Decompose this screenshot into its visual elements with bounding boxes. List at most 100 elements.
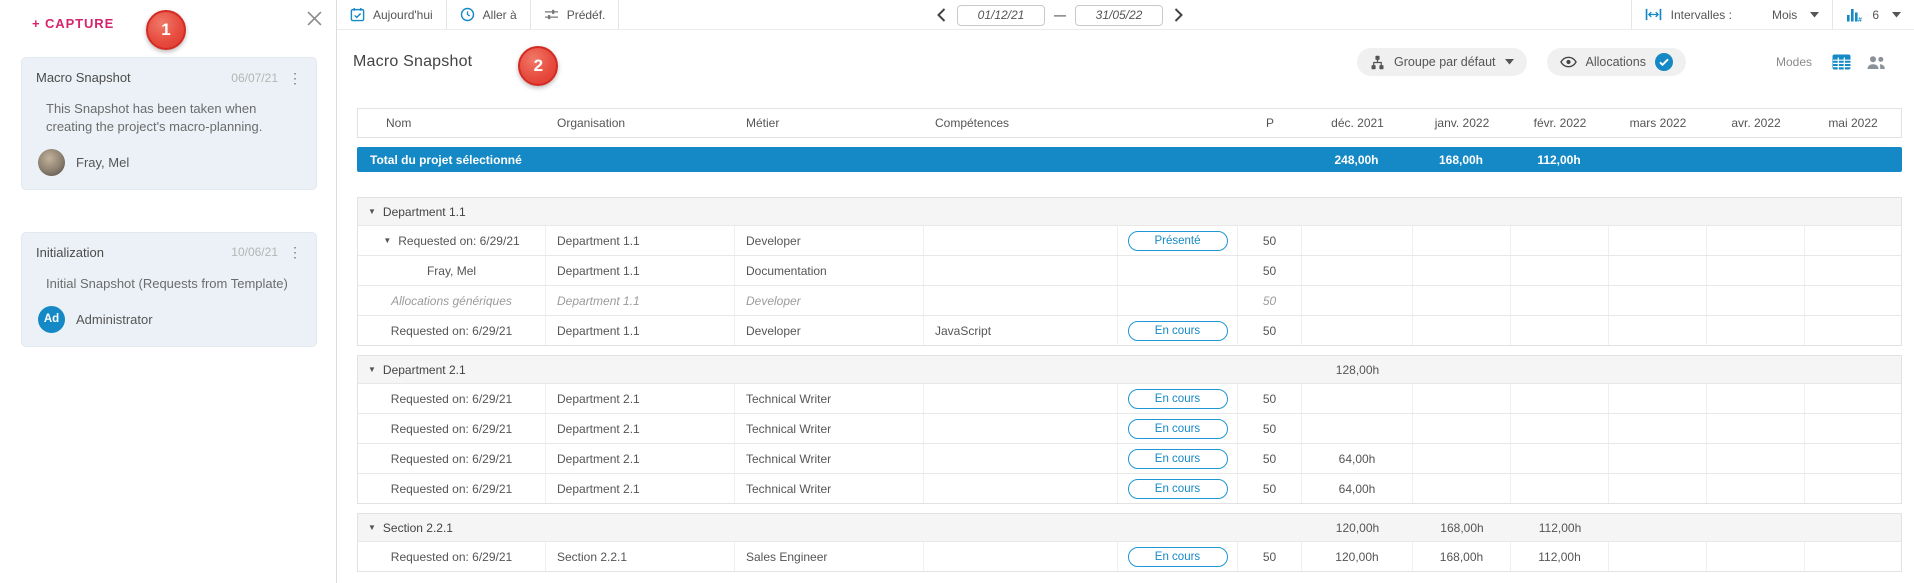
col-header-month[interactable]: avr. 2022 (1731, 116, 1781, 130)
snapshot-card-macro[interactable]: Macro Snapshot 06/07/21 ⋮ This Snapshot … (21, 57, 317, 190)
chevron-right-icon (1174, 8, 1183, 22)
snapshot-author: Ad Administrator (36, 305, 302, 333)
cell-organisation: Department 1.1 (546, 316, 735, 345)
cell-month-value (1302, 226, 1413, 255)
col-header-month[interactable]: janv. 2022 (1434, 116, 1490, 130)
group-header-row[interactable]: ▼ Department 2.1 128,00h (358, 356, 1901, 383)
cell-month-value (1707, 384, 1805, 413)
table-row[interactable]: Requested on: 6/29/21 Department 2.1 Techn… (358, 443, 1901, 473)
table-row[interactable]: Requested on: 6/29/21 Department 2.1 Techn… (358, 383, 1901, 413)
chart-count-value: 6 (1872, 7, 1879, 22)
cell-nom-label: Requested on: 6/29/21 (390, 451, 513, 466)
people-mode-button[interactable] (1866, 55, 1886, 70)
status-badge[interactable]: En cours (1127, 388, 1228, 409)
cell-status: En cours (1118, 542, 1238, 571)
intervals-control[interactable]: Intervalles : Mois (1630, 0, 1833, 29)
total-month-value: 112,00h (1537, 152, 1581, 167)
group-header-row[interactable]: ▼ Department 1.1 (358, 198, 1901, 225)
check-circle-icon (1654, 53, 1673, 71)
group-name: ▼ Department 2.1 (358, 356, 1302, 383)
presets-button[interactable]: Prédéf. (531, 0, 620, 29)
cell-month-value (1707, 474, 1805, 503)
eye-icon (1559, 56, 1577, 68)
col-header-month[interactable]: mai 2022 (1828, 116, 1878, 130)
prev-period-button[interactable] (935, 8, 948, 22)
group-by-button[interactable]: Groupe par défaut (1357, 48, 1527, 76)
col-header-month[interactable]: déc. 2021 (1331, 116, 1384, 130)
status-badge[interactable]: En cours (1127, 546, 1228, 567)
cell-competences (924, 542, 1118, 571)
col-header-month[interactable]: févr. 2022 (1533, 116, 1587, 130)
cell-month-value (1302, 414, 1413, 443)
sliders-icon (544, 9, 558, 20)
cell-p: 50 (1238, 474, 1302, 503)
cell-organisation: Department 1.1 (546, 256, 735, 285)
hierarchy-icon (1371, 55, 1384, 69)
row-expand-icon[interactable]: ▼ (383, 235, 392, 245)
cell-month-value (1302, 316, 1413, 345)
close-sidebar-button[interactable] (304, 8, 324, 28)
date-to-input[interactable] (1075, 4, 1163, 26)
capture-button[interactable]: + CAPTURE (32, 16, 115, 31)
table-grid-icon (1832, 54, 1851, 70)
col-header-metier[interactable]: Métier (746, 116, 780, 130)
cell-p: 50 (1238, 414, 1302, 443)
cell-competences (924, 384, 1118, 413)
col-header-month[interactable]: mars 2022 (1629, 116, 1687, 130)
kebab-menu-icon[interactable]: ⋮ (288, 244, 302, 261)
cell-metier: Technical Writer (735, 444, 924, 473)
collapse-triangle-icon[interactable]: ▼ (368, 522, 376, 532)
col-header-p[interactable]: P (1265, 116, 1274, 130)
presets-label: Prédéf. (566, 7, 606, 22)
cell-month-value (1805, 444, 1901, 473)
intervals-label: Intervalles : (1670, 7, 1732, 22)
cell-month-value (1511, 384, 1609, 413)
kebab-menu-icon[interactable]: ⋮ (288, 69, 302, 86)
col-header-nom[interactable]: Nom (386, 116, 412, 130)
group-month-total (1707, 198, 1805, 225)
allocations-toggle[interactable]: Allocations (1546, 48, 1686, 76)
cell-competences (924, 444, 1118, 473)
cell-organisation: Department 2.1 (546, 414, 735, 443)
status-badge[interactable]: En cours (1127, 478, 1228, 499)
col-header-organisation[interactable]: Organisation (557, 116, 626, 130)
today-button[interactable]: Aujourd'hui (337, 0, 447, 29)
cell-month-value (1511, 474, 1609, 503)
status-badge[interactable]: Présenté (1127, 230, 1228, 251)
table-mode-button[interactable] (1832, 54, 1851, 70)
status-badge[interactable]: En cours (1127, 448, 1228, 469)
group-month-total (1707, 356, 1805, 383)
date-from-input[interactable] (957, 4, 1045, 26)
group-header-row[interactable]: ▼ Section 2.2.1 120,00h 168,00h 112,00h (358, 514, 1901, 541)
status-badge[interactable]: En cours (1127, 320, 1228, 341)
cell-nom-label: Allocations génériques (391, 293, 512, 308)
cell-competences (924, 256, 1118, 285)
table-row[interactable]: Allocations génériques Department 1.1 Deve… (358, 285, 1901, 315)
table-row[interactable]: Requested on: 6/29/21 Department 1.1 Devel… (358, 315, 1901, 345)
group-month-total (1609, 356, 1707, 383)
goto-button[interactable]: Aller à (447, 0, 531, 29)
cell-organisation: Department 1.1 (546, 286, 735, 315)
total-label: Total du projet sélectionné (370, 152, 522, 167)
allocations-label: Allocations (1585, 55, 1646, 69)
table-row[interactable]: Fray, Mel Department 1.1 Documentation 50 (358, 255, 1901, 285)
table-row[interactable]: Requested on: 6/29/21 Section 2.2.1 Sales … (358, 541, 1901, 571)
goto-label: Aller à (482, 7, 517, 22)
snapshots-sidebar: + CAPTURE 1 Macro Snapshot 06/07/21 ⋮ Th… (0, 0, 337, 583)
group-month-total: 120,00h (1335, 520, 1380, 535)
status-badge[interactable]: En cours (1127, 418, 1228, 439)
table-row[interactable]: ▼ Requested on: 6/29/21 Department 1.1 Deve… (358, 225, 1901, 255)
total-row: Total du projet sélectionné 248,00h 168,00… (357, 147, 1902, 172)
chart-count-control[interactable]: # 6 (1832, 0, 1914, 29)
table-row[interactable]: Requested on: 6/29/21 Department 2.1 Techn… (358, 413, 1901, 443)
snapshot-card-header: Initialization 10/06/21 ⋮ (36, 245, 302, 260)
next-period-button[interactable] (1172, 8, 1185, 22)
col-header-competences[interactable]: Compétences (935, 116, 1010, 130)
cell-month-value (1707, 226, 1805, 255)
table-row[interactable]: Requested on: 6/29/21 Department 2.1 Techn… (358, 473, 1901, 503)
cell-month-value (1302, 256, 1413, 285)
collapse-triangle-icon[interactable]: ▼ (368, 206, 376, 216)
cell-month-value (1511, 256, 1609, 285)
collapse-triangle-icon[interactable]: ▼ (368, 364, 376, 374)
snapshot-card-initialization[interactable]: Initialization 10/06/21 ⋮ Initial Snapsh… (21, 231, 317, 347)
